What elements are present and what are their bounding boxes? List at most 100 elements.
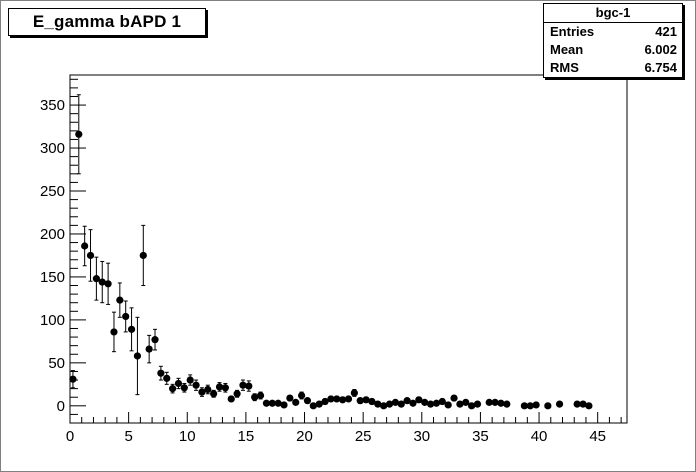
data-point	[573, 400, 581, 408]
data-point	[485, 398, 493, 406]
data-point	[75, 130, 83, 138]
data-point	[450, 394, 458, 402]
histogram-title: E_gamma bAPD 1	[32, 12, 182, 31]
data-point	[339, 396, 347, 404]
data-point	[579, 400, 587, 408]
data-point	[333, 395, 341, 403]
data-point	[274, 399, 282, 407]
y-tick-label: 200	[40, 226, 65, 243]
data-point	[526, 402, 534, 410]
data-point	[251, 393, 259, 401]
x-tick-label: 10	[179, 428, 196, 445]
data-point	[204, 385, 212, 394]
y-tick-label: 150	[40, 269, 65, 286]
data-point	[356, 397, 364, 405]
data-point	[468, 402, 476, 410]
data-point	[239, 381, 247, 389]
data-point	[380, 402, 388, 410]
data-point	[145, 345, 153, 353]
histogram-title-box: E_gamma bAPD 1	[8, 8, 206, 36]
plot-frame	[69, 74, 628, 424]
data-point	[385, 400, 394, 408]
data-point	[233, 390, 241, 398]
data-point	[344, 395, 353, 403]
data-point	[585, 402, 593, 410]
y-tick-label: 50	[48, 355, 65, 372]
x-tick-label: 40	[531, 428, 548, 445]
data-point	[286, 394, 294, 402]
data-point	[69, 375, 77, 383]
data-point	[491, 398, 499, 406]
data-point	[186, 376, 194, 384]
data-point	[256, 391, 265, 400]
data-point	[268, 399, 276, 407]
data-point	[409, 399, 417, 407]
data-point	[210, 390, 218, 398]
data-point	[520, 402, 528, 410]
data-point	[98, 278, 106, 286]
data-point	[315, 400, 323, 408]
data-point	[497, 399, 505, 407]
data-points	[69, 94, 593, 410]
axes: 0 5 10 15 20 25 30 35 40 45 0 50 100 150 200 250 300 350	[40, 78, 622, 445]
stats-row-mean: Mean 6.002	[544, 41, 682, 59]
y-tick-label: 250	[40, 183, 65, 200]
x-tick-label: 20	[296, 428, 313, 445]
data-point	[362, 396, 370, 404]
data-point	[303, 397, 312, 405]
data-point	[157, 369, 165, 377]
x-tick-label: 45	[589, 428, 606, 445]
data-point	[415, 396, 423, 404]
data-point	[456, 400, 464, 408]
data-point	[426, 400, 435, 408]
data-point	[297, 391, 306, 400]
data-point	[110, 328, 118, 336]
stats-row-rms: RMS 6.754	[544, 59, 682, 77]
stats-label: Mean	[550, 42, 584, 57]
data-point	[403, 397, 411, 405]
data-point	[421, 398, 429, 406]
data-point	[215, 383, 224, 391]
x-tick-label: 25	[355, 428, 372, 445]
data-point	[198, 388, 206, 396]
y-tick-label: 300	[40, 140, 65, 157]
stats-value: 6.754	[644, 60, 677, 75]
data-point	[221, 384, 229, 392]
stats-label: Entries	[550, 24, 595, 39]
data-point	[133, 352, 142, 360]
data-point	[374, 400, 382, 408]
data-point	[532, 401, 540, 409]
data-point	[309, 402, 317, 410]
data-point	[92, 275, 100, 283]
data-point	[116, 296, 124, 304]
x-tick-label: 35	[472, 428, 489, 445]
y-tick-label: 0	[57, 398, 65, 415]
data-point	[163, 374, 171, 382]
stats-label: RMS	[550, 60, 579, 75]
data-point	[327, 395, 335, 403]
stats-value: 421	[655, 24, 677, 39]
data-point	[192, 381, 200, 389]
stats-name: bgc-1	[544, 4, 682, 23]
data-point	[174, 379, 183, 388]
stats-value: 6.002	[644, 42, 677, 57]
data-point	[391, 398, 400, 406]
data-point	[462, 398, 470, 406]
data-point	[438, 397, 446, 406]
data-point	[503, 400, 511, 408]
data-point	[86, 251, 95, 260]
data-point	[444, 401, 452, 409]
data-point	[104, 280, 112, 288]
x-tick-label: 0	[66, 428, 74, 445]
data-point	[227, 395, 235, 403]
data-point	[245, 382, 253, 390]
y-tick-label: 100	[40, 312, 65, 329]
data-point	[350, 389, 358, 397]
y-tick-label: 350	[40, 97, 65, 114]
data-point	[280, 401, 288, 409]
x-tick-label: 15	[238, 428, 255, 445]
data-point	[321, 397, 329, 406]
data-point	[397, 400, 405, 408]
data-point	[473, 400, 482, 408]
